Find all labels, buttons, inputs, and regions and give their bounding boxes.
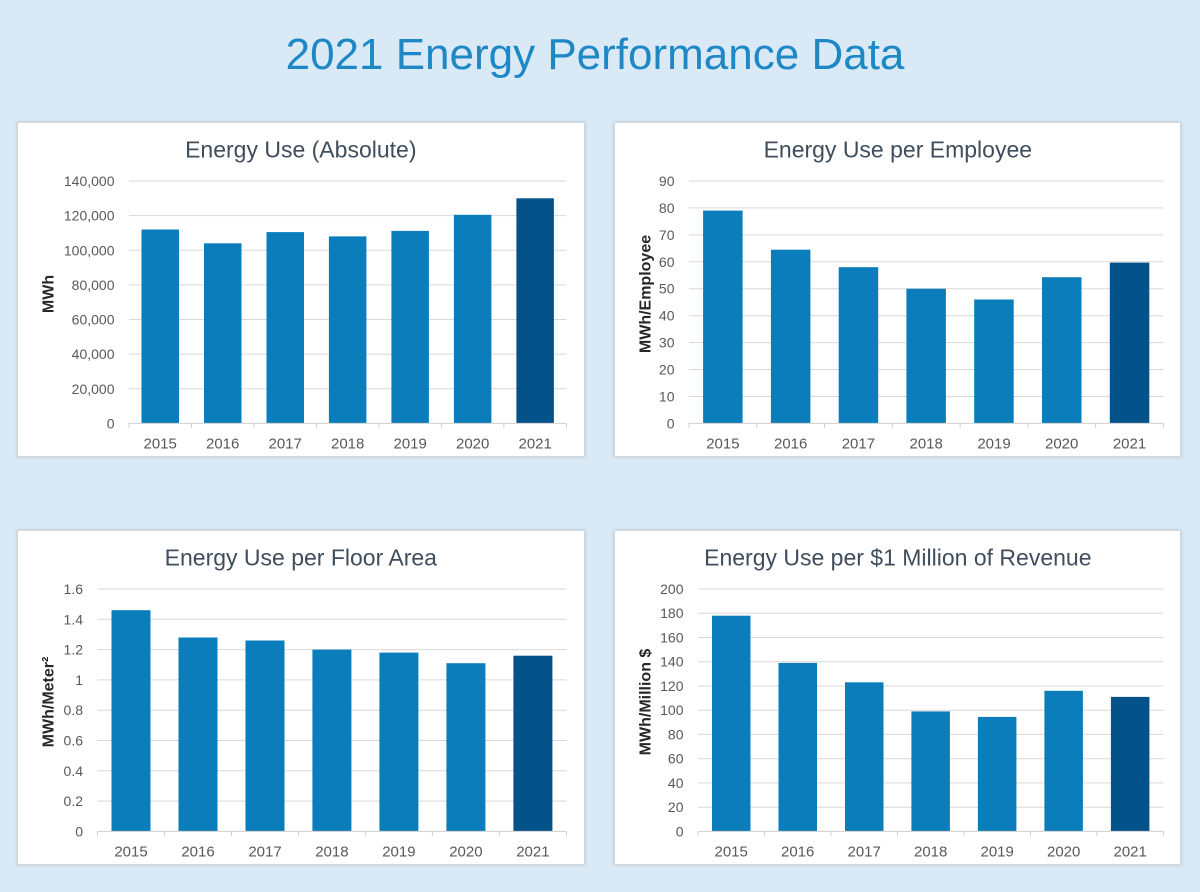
svg-text:2018: 2018 [331, 436, 364, 453]
svg-text:2018: 2018 [315, 844, 348, 861]
svg-text:20: 20 [658, 362, 674, 378]
svg-text:180: 180 [660, 605, 684, 621]
svg-text:2015: 2015 [714, 844, 747, 861]
svg-text:140: 140 [660, 654, 684, 670]
svg-text:60,000: 60,000 [72, 312, 115, 328]
svg-text:140,000: 140,000 [64, 173, 115, 189]
svg-text:Energy Use per $1 Million of R: Energy Use per $1 Million of Revenue [704, 545, 1091, 571]
svg-text:0.2: 0.2 [64, 793, 84, 809]
svg-text:0: 0 [75, 823, 83, 839]
svg-text:80: 80 [667, 726, 683, 742]
svg-text:2019: 2019 [394, 436, 427, 453]
svg-text:MWh/Meter²: MWh/Meter² [41, 657, 58, 748]
svg-text:1.4: 1.4 [64, 611, 84, 627]
svg-text:MWh/Million $: MWh/Million $ [637, 649, 654, 756]
svg-text:0: 0 [107, 415, 115, 431]
svg-text:2016: 2016 [781, 844, 814, 861]
svg-text:70: 70 [658, 227, 674, 243]
svg-text:Energy Use (Absolute): Energy Use (Absolute) [185, 137, 416, 163]
svg-text:2015: 2015 [144, 436, 177, 453]
svg-text:2018: 2018 [909, 436, 942, 453]
svg-text:2020: 2020 [456, 436, 489, 453]
svg-text:2017: 2017 [269, 436, 302, 453]
svg-text:2016: 2016 [774, 436, 807, 453]
svg-text:2020: 2020 [1045, 436, 1078, 453]
svg-text:2015: 2015 [706, 436, 739, 453]
svg-text:2015: 2015 [114, 844, 147, 861]
svg-text:40: 40 [667, 775, 683, 791]
svg-text:60: 60 [658, 254, 674, 270]
svg-text:80: 80 [658, 200, 674, 216]
svg-text:1.6: 1.6 [64, 581, 84, 597]
svg-text:10: 10 [658, 389, 674, 405]
svg-text:2019: 2019 [980, 844, 1013, 861]
svg-text:40,000: 40,000 [72, 346, 115, 362]
svg-text:200: 200 [660, 581, 684, 597]
svg-text:1.2: 1.2 [64, 642, 84, 658]
svg-text:2016: 2016 [206, 436, 239, 453]
svg-text:2020: 2020 [1047, 844, 1080, 861]
svg-text:2021: 2021 [1113, 844, 1146, 861]
svg-text:30: 30 [658, 335, 674, 351]
svg-text:0: 0 [675, 823, 683, 839]
svg-text:2020: 2020 [449, 844, 482, 861]
svg-text:2021: 2021 [1112, 436, 1145, 453]
svg-text:80,000: 80,000 [72, 277, 115, 293]
svg-text:120,000: 120,000 [64, 208, 115, 224]
svg-text:2019: 2019 [977, 436, 1010, 453]
svg-text:0.8: 0.8 [64, 702, 84, 718]
svg-text:MWh: MWh [41, 275, 58, 313]
svg-text:0.6: 0.6 [64, 733, 84, 749]
svg-text:20,000: 20,000 [72, 381, 115, 397]
svg-text:2017: 2017 [847, 844, 880, 861]
svg-text:Energy Use per Employee: Energy Use per Employee [763, 137, 1031, 163]
svg-text:160: 160 [660, 630, 684, 646]
svg-text:2018: 2018 [914, 844, 947, 861]
svg-text:0.4: 0.4 [64, 763, 84, 779]
svg-text:100,000: 100,000 [64, 242, 115, 258]
svg-text:1: 1 [75, 672, 83, 688]
svg-text:MWh/Employee: MWh/Employee [637, 235, 654, 353]
svg-text:40: 40 [658, 308, 674, 324]
svg-text:2021: 2021 [519, 436, 552, 453]
svg-text:120: 120 [660, 678, 684, 694]
svg-text:2017: 2017 [841, 436, 874, 453]
svg-text:50: 50 [658, 281, 674, 297]
svg-text:90: 90 [658, 173, 674, 189]
svg-text:2019: 2019 [382, 844, 415, 861]
svg-text:20: 20 [667, 799, 683, 815]
svg-text:0: 0 [666, 415, 674, 431]
svg-text:2017: 2017 [248, 844, 281, 861]
svg-text:2021: 2021 [516, 844, 549, 861]
svg-text:2016: 2016 [181, 844, 214, 861]
svg-text:60: 60 [667, 751, 683, 767]
svg-text:Energy Use per Floor Area: Energy Use per Floor Area [165, 545, 438, 571]
svg-text:100: 100 [660, 702, 684, 718]
